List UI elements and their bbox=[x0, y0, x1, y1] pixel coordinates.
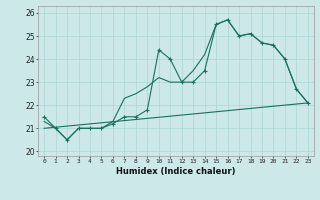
X-axis label: Humidex (Indice chaleur): Humidex (Indice chaleur) bbox=[116, 167, 236, 176]
